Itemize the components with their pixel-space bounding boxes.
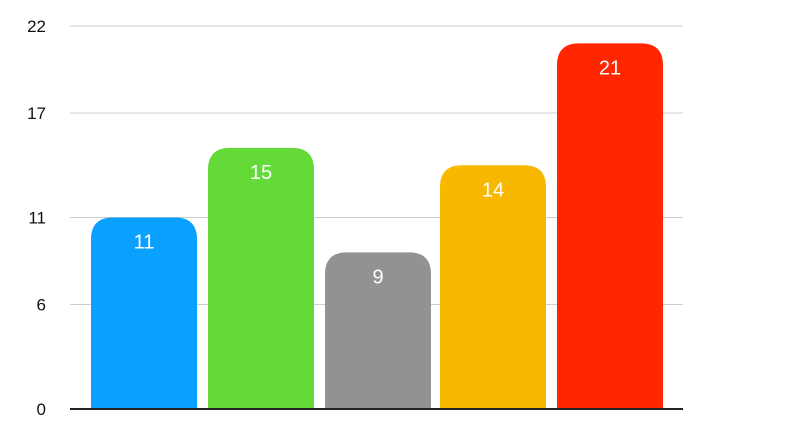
bar	[325, 252, 431, 409]
y-tick-label: 11	[28, 209, 46, 228]
bars	[91, 43, 663, 410]
data-labels: 11 15 9 14 21	[134, 57, 622, 288]
y-tick-label: 6	[37, 296, 46, 315]
bar	[91, 217, 197, 409]
bar	[440, 165, 546, 409]
data-label: 15	[250, 162, 272, 184]
bar	[557, 43, 663, 410]
data-label: 21	[599, 57, 621, 79]
y-tick-label: 0	[37, 400, 46, 419]
y-tick-label: 22	[27, 17, 46, 36]
y-axis-ticks: 0 6 11 17 22	[27, 17, 46, 419]
y-tick-label: 17	[27, 104, 46, 123]
data-label: 14	[482, 179, 504, 201]
data-label: 11	[134, 232, 155, 254]
bar	[208, 147, 314, 409]
data-label: 9	[372, 266, 383, 288]
